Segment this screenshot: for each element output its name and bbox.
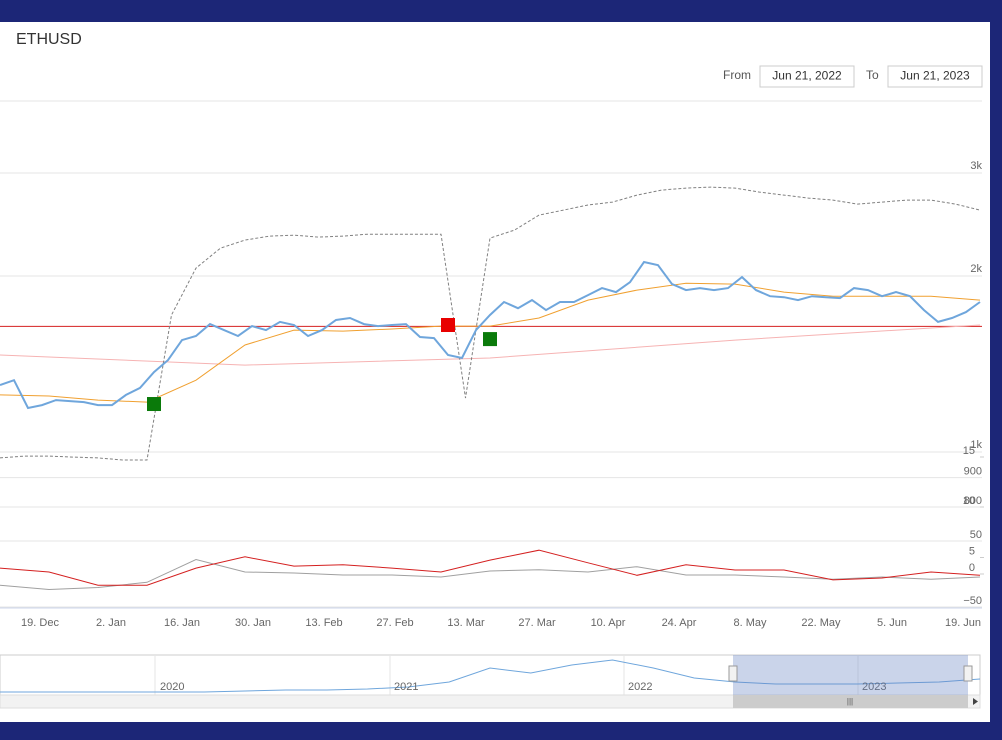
scrollbar-grip: ||| (847, 697, 853, 706)
navigator-line (0, 659, 981, 693)
scrollbar-thumb[interactable] (733, 695, 968, 708)
x-tick-label: 27. Mar (518, 617, 556, 629)
signal-marker (147, 397, 161, 412)
chart-title: ETHUSD (16, 31, 82, 48)
navigator-year: 2023 (862, 681, 886, 693)
x-tick-label: 2. Jan (96, 617, 126, 629)
x-tick-label: 19. Jun (945, 617, 981, 629)
y-tick-label: 900 (964, 465, 982, 477)
y-tick-label: 800 (964, 495, 982, 507)
scrollbar-arrow[interactable] (973, 698, 978, 705)
y-tick-label: 1k (970, 439, 982, 451)
y-tick-label: −50 (963, 595, 982, 607)
to-date[interactable]: Jun 21, 2023 (900, 69, 970, 83)
x-tick-label: 24. Apr (662, 617, 697, 629)
y2-tick-label: 15 (963, 445, 975, 457)
x-tick-label: 13. Feb (305, 617, 342, 629)
from-label: From (723, 68, 751, 82)
navigator-year: 2021 (394, 681, 418, 693)
navigator-handle[interactable] (963, 665, 973, 682)
series-line (0, 549, 981, 586)
x-tick-label: 19. Dec (21, 617, 59, 629)
to-input[interactable] (887, 65, 983, 88)
panel (0, 22, 990, 722)
series-line (0, 282, 981, 403)
signal-marker (483, 332, 497, 347)
navigator-selection (733, 655, 968, 695)
y2-tick-label: 0 (969, 562, 975, 574)
x-tick-label: 10. Apr (591, 617, 626, 629)
y-tick-label: 2k (970, 263, 982, 275)
to-label: To (866, 68, 879, 82)
from-date[interactable]: Jun 21, 2022 (772, 69, 842, 83)
from-input[interactable] (759, 65, 855, 88)
x-tick-label: 16. Jan (164, 617, 200, 629)
series-line (0, 260, 981, 410)
y2-tick-label: 5 (969, 545, 975, 557)
navigator-handle[interactable] (728, 665, 738, 682)
y2-tick-label: 10 (963, 495, 975, 507)
y-tick-label: 3k (970, 160, 982, 172)
x-tick-label: 13. Mar (447, 617, 485, 629)
navigator-year: 2020 (160, 681, 184, 693)
x-tick-label: 8. May (733, 617, 767, 629)
signal-marker (441, 317, 455, 332)
x-tick-label: 27. Feb (376, 617, 413, 629)
x-tick-label: 22. May (801, 617, 841, 629)
x-tick-label: 5. Jun (877, 617, 907, 629)
navigator-year: 2022 (628, 681, 652, 693)
x-tick-label: 30. Jan (235, 617, 271, 629)
y-tick-label: 50 (970, 529, 982, 541)
series-line (0, 558, 981, 591)
